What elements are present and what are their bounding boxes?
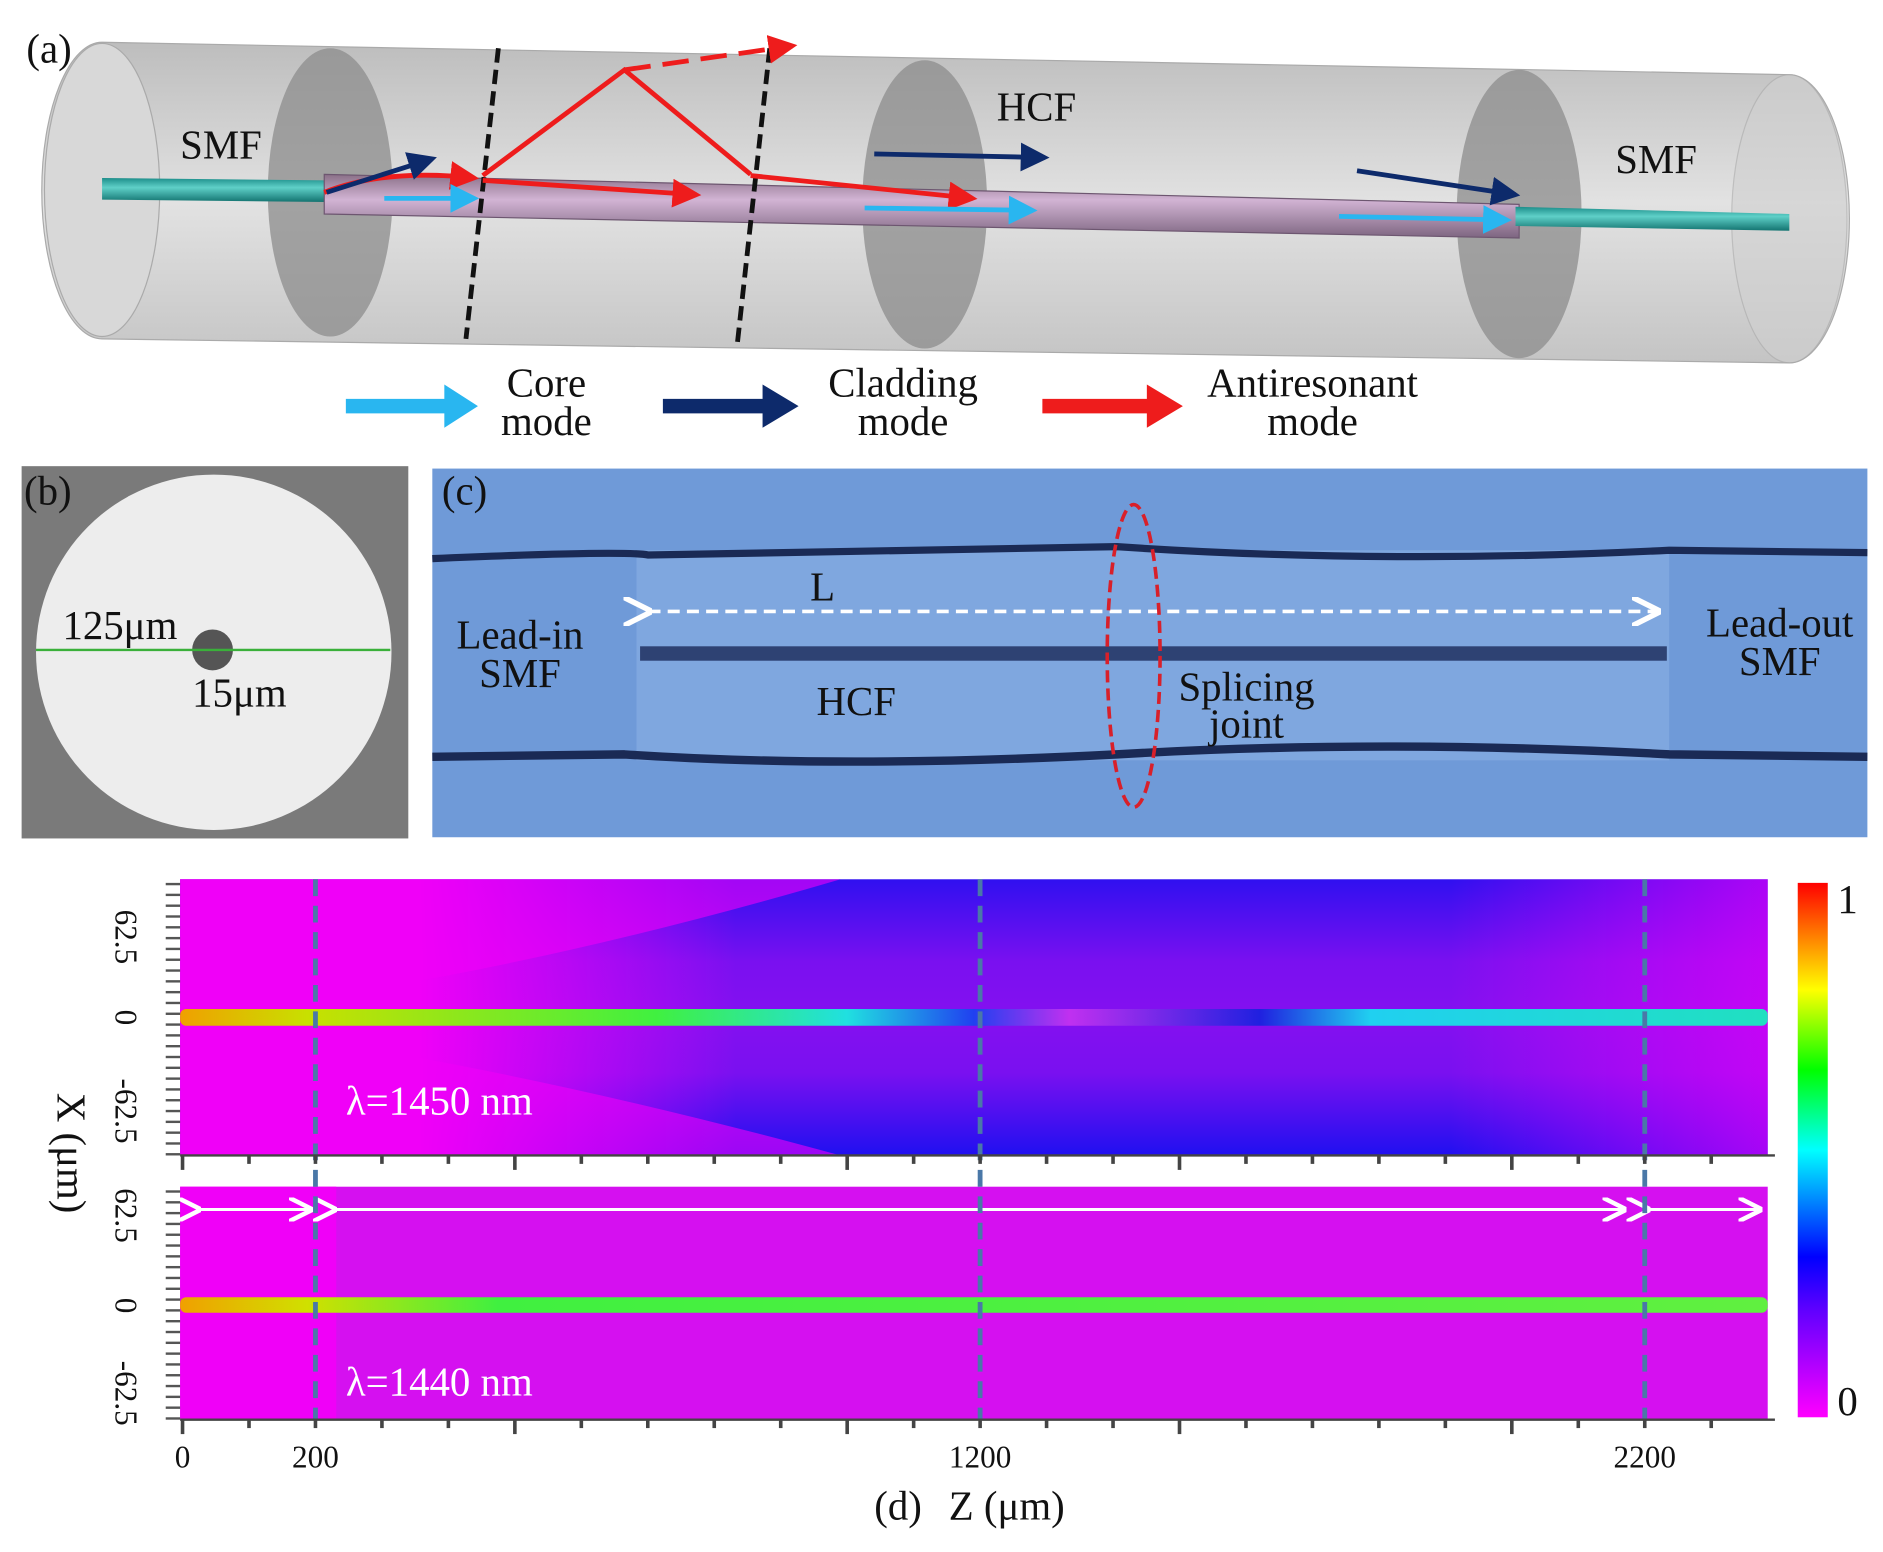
y-axis-label: X (μm) [49, 1093, 94, 1214]
legend-core-line1: Core [507, 361, 586, 406]
colorbar-min: 0 [1837, 1379, 1857, 1424]
x-tick-label: 1200 [949, 1440, 1011, 1475]
hcf-label: HCF [817, 679, 896, 724]
heatmap-1450nm [180, 879, 1768, 1156]
core-field [180, 1008, 1768, 1026]
dashed-line [463, 47, 501, 340]
x-axis-label: Z (μm) [949, 1483, 1065, 1528]
lead-in-label-2: SMF [479, 651, 561, 696]
x-tick-label: 2200 [1614, 1440, 1676, 1475]
x-tick-label: 0 [175, 1440, 191, 1475]
panel-a-label: (a) [26, 27, 71, 72]
y-tick-label: -62.5 [108, 1361, 143, 1426]
cladding-mode-arrows [325, 142, 1521, 206]
lead-in-label-1: Lead-in [457, 613, 584, 658]
antiresonant-mode-legend-arrow [1042, 384, 1183, 428]
map-label-1440: λ=1440 nm [346, 1360, 533, 1405]
outer-diameter-label: 125μm [62, 603, 177, 648]
axis-ticks: 0 200 1200 2200 62.5 0 -62.5 62.5 0 -62.5 [108, 882, 1775, 1475]
panel-b-label: (b) [24, 469, 72, 514]
legend-cladding-line1: Cladding [828, 361, 978, 406]
y-tick-label: 62.5 [108, 910, 143, 965]
y-tick-label: 0 [108, 1298, 143, 1314]
colorbar [1797, 882, 1828, 1418]
panel-c-label: (c) [442, 469, 487, 514]
lead-out-label-2: SMF [1739, 639, 1821, 684]
legend-core-line2: mode [501, 399, 592, 444]
core-mode-legend-arrow [345, 384, 478, 428]
hcf-core-channel [640, 646, 1667, 661]
dashed-line [734, 47, 773, 344]
hcf-label: HCF [997, 84, 1076, 129]
panel-d-label: (d) [874, 1483, 922, 1528]
colorbar-max: 1 [1837, 877, 1857, 922]
lead-out-label-1: Lead-out [1706, 601, 1854, 646]
smf-core-left [102, 177, 327, 202]
splicing-joint-marker [1105, 502, 1162, 810]
fiber-lower-edge [432, 742, 1868, 766]
legend-cladding-line2: mode [858, 399, 949, 444]
x-tick-label: 200 [292, 1440, 339, 1475]
y-tick-label: 0 [108, 1010, 143, 1026]
y-tick-label: 62.5 [108, 1188, 143, 1243]
panel-a: (a) SMF HCF SMF Core mode Cladding mode … [26, 27, 1850, 444]
smf-right-label: SMF [1615, 137, 1697, 182]
length-label: L [810, 565, 835, 610]
splicing-label-2: joint [1207, 702, 1285, 747]
fiber-upper-edge [432, 543, 1868, 563]
map-label-1450: λ=1450 nm [346, 1079, 533, 1124]
panel-c: (c) Lead-in SMF Lead-out SMF L HCF Splic… [432, 468, 1868, 838]
core-mode-arrows [384, 183, 1512, 234]
core-field [180, 1297, 1768, 1313]
splicing-label-1: Splicing [1178, 664, 1314, 709]
cladding-mode-legend-arrow [662, 384, 799, 428]
y-tick-label: -62.5 [108, 1079, 143, 1144]
smf-left-label: SMF [180, 123, 262, 168]
core-diameter-label: 15μm [192, 670, 287, 715]
smf-core-right [1515, 206, 1790, 231]
legend-antiresonant-line2: mode [1267, 399, 1358, 444]
panel-b: (b) 125μm 15μm [21, 466, 409, 839]
panel-d: 0 200 1200 2200 62.5 0 -62.5 62.5 0 -62.5 λ=1450 … [49, 877, 1858, 1528]
legend-antiresonant-line1: Antiresonant [1207, 361, 1419, 406]
splice-position-lines [313, 879, 1648, 1420]
legend: Core mode Cladding mode Antiresonant mod… [345, 361, 1419, 444]
